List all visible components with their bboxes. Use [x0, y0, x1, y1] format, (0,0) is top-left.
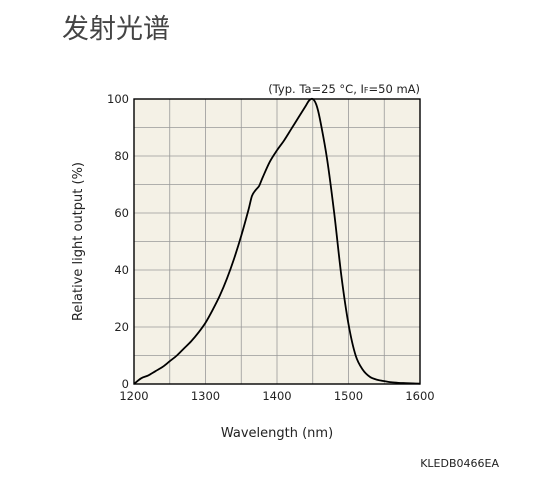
y-tick-label: 0	[122, 377, 129, 391]
plot-frame	[133, 98, 421, 385]
page-title: 发射光谱	[62, 14, 170, 45]
x-tick-label: 1600	[405, 389, 434, 403]
grid	[134, 99, 420, 384]
y-tick-label: 80	[114, 149, 129, 163]
conditions-subscript: F	[364, 86, 369, 95]
x-tick-label: 1500	[334, 389, 363, 403]
y-tick-label: 100	[107, 92, 129, 106]
y-axis-label: Relative light output (%)	[71, 162, 86, 321]
document-code: KLEDB0466EA	[420, 457, 499, 470]
y-tick-label: 20	[114, 320, 129, 334]
x-tick-label: 1200	[119, 389, 148, 403]
y-tick-label: 60	[114, 206, 129, 220]
conditions-text-1: (Typ. Ta=25 °C, I	[268, 82, 364, 96]
spectrum-series-line	[133, 97, 421, 385]
axis-ticks: 1200 1300 1400 1500 1600 0 20 40 60 80 100	[107, 92, 435, 403]
y-tick-label: 40	[114, 263, 129, 277]
x-axis-label: Wavelength (nm)	[221, 426, 333, 441]
x-tick-label: 1400	[262, 389, 291, 403]
conditions-text-2: =50 mA)	[369, 82, 420, 96]
x-tick-label: 1300	[191, 389, 220, 403]
measurement-conditions: (Typ. Ta=25 °C, IF=50 mA)	[268, 82, 420, 96]
